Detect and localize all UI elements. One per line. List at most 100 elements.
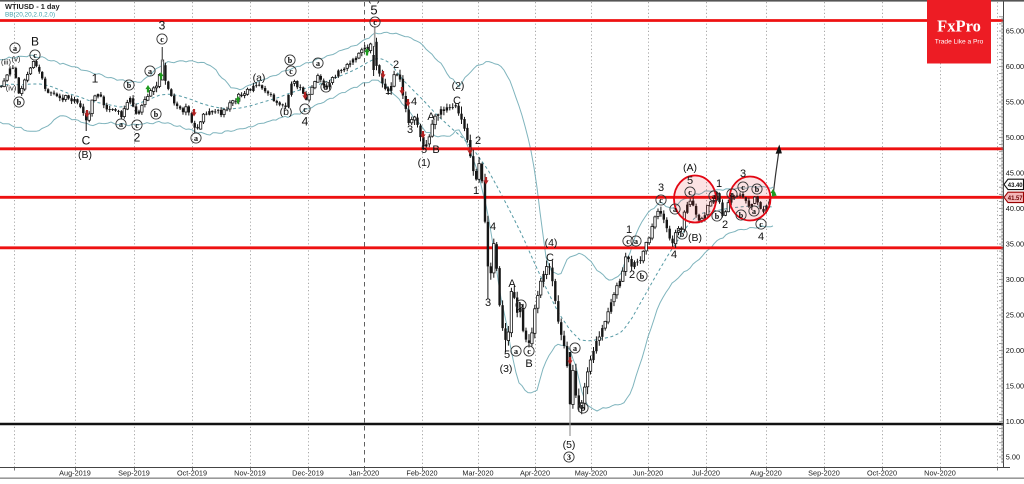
svg-text:(5): (5): [563, 439, 576, 451]
svg-text:2: 2: [134, 130, 141, 144]
svg-text:4: 4: [671, 249, 677, 261]
svg-text:(4): (4): [545, 237, 558, 249]
svg-text:(a): (a): [253, 72, 266, 84]
svg-text:3: 3: [740, 168, 746, 180]
svg-text:c: c: [289, 67, 293, 76]
svg-text:b: b: [680, 230, 685, 239]
svg-text:Oct-2019: Oct-2019: [177, 469, 207, 478]
svg-text:43.40: 43.40: [1008, 182, 1023, 189]
svg-text:4: 4: [411, 96, 417, 108]
svg-text:a: a: [673, 205, 677, 214]
svg-text:c: c: [373, 18, 377, 27]
svg-text:Trade Like a Pro: Trade Like a Pro: [935, 39, 984, 46]
svg-text:a: a: [752, 207, 756, 216]
svg-text:15.00: 15.00: [1006, 382, 1024, 391]
svg-text:(5): (5): [368, 0, 381, 4]
svg-text:20.00: 20.00: [1006, 346, 1024, 355]
svg-text:(B): (B): [78, 149, 92, 161]
svg-text:c: c: [626, 237, 630, 246]
svg-text:a: a: [514, 347, 518, 356]
svg-text:b: b: [154, 110, 159, 119]
svg-text:Mar-2020: Mar-2020: [462, 469, 493, 478]
svg-text:1: 1: [626, 224, 632, 236]
svg-text:30.00: 30.00: [1006, 275, 1024, 284]
svg-text:1: 1: [473, 185, 479, 197]
svg-text:1: 1: [716, 178, 722, 190]
svg-text:c: c: [303, 105, 307, 114]
svg-text:(b): (b): [280, 106, 293, 118]
svg-text:(B): (B): [688, 232, 702, 244]
svg-text:Jun-2020: Jun-2020: [633, 469, 663, 478]
svg-text:c: c: [527, 347, 531, 356]
svg-text:5: 5: [504, 349, 510, 361]
svg-text:3: 3: [407, 124, 413, 136]
svg-text:3: 3: [567, 453, 571, 462]
svg-text:b: b: [288, 56, 293, 65]
svg-text:55.00: 55.00: [1006, 98, 1024, 107]
svg-text:(iv): (iv): [6, 84, 17, 93]
svg-text:Sep-2020: Sep-2020: [808, 469, 840, 478]
svg-text:a: a: [634, 237, 638, 246]
svg-text:B: B: [432, 144, 439, 156]
svg-text:Feb-2020: Feb-2020: [406, 469, 437, 478]
svg-text:1: 1: [385, 85, 391, 97]
svg-text:B: B: [525, 358, 532, 370]
svg-text:65.00: 65.00: [1006, 27, 1024, 36]
svg-text:a: a: [194, 134, 198, 143]
svg-text:Nov-2019: Nov-2019: [234, 469, 266, 478]
svg-text:(iii): (iii): [1, 58, 11, 67]
svg-text:5: 5: [421, 144, 427, 156]
svg-text:2: 2: [475, 135, 481, 147]
svg-text:(2): (2): [452, 80, 465, 92]
svg-text:2: 2: [393, 59, 399, 71]
svg-text:b: b: [739, 211, 744, 220]
svg-text:c: c: [135, 121, 139, 130]
svg-text:Aug-2020: Aug-2020: [750, 469, 782, 478]
svg-text:b: b: [755, 185, 760, 194]
svg-text:c: c: [659, 196, 663, 205]
svg-text:C: C: [453, 95, 461, 107]
svg-text:2: 2: [722, 219, 728, 231]
svg-text:3: 3: [159, 18, 166, 32]
svg-text:Aug-2019: Aug-2019: [59, 469, 91, 478]
svg-text:a: a: [119, 120, 123, 129]
svg-text:b: b: [127, 81, 132, 90]
svg-text:C: C: [82, 133, 91, 147]
svg-text:50.00: 50.00: [1006, 133, 1024, 142]
svg-text:5: 5: [370, 3, 377, 18]
svg-text:May-2020: May-2020: [575, 469, 607, 478]
svg-text:10.00: 10.00: [1006, 417, 1024, 426]
svg-text:5.00: 5.00: [1006, 453, 1020, 462]
svg-text:2: 2: [629, 269, 635, 281]
svg-text:A: A: [427, 111, 435, 123]
svg-text:c: c: [688, 188, 692, 197]
svg-text:41.57: 41.57: [1008, 195, 1023, 202]
svg-text:5: 5: [687, 175, 693, 187]
svg-text:FxPro: FxPro: [937, 17, 981, 36]
svg-text:4: 4: [758, 231, 764, 243]
svg-text:1: 1: [92, 71, 99, 85]
svg-text:b: b: [581, 404, 586, 413]
svg-text:25.00: 25.00: [1006, 311, 1024, 320]
svg-text:c: c: [741, 183, 745, 192]
svg-text:a: a: [730, 190, 734, 199]
svg-text:40.00: 40.00: [1006, 204, 1024, 213]
svg-text:WTIUSD - 1 day: WTIUSD - 1 day: [5, 2, 61, 11]
svg-text:Jan-2020: Jan-2020: [349, 469, 379, 478]
svg-text:Oct-2020: Oct-2020: [867, 469, 897, 478]
svg-text:Dec-2019: Dec-2019: [292, 469, 324, 478]
svg-text:45.00: 45.00: [1006, 169, 1024, 178]
svg-text:Nov-2020: Nov-2020: [924, 469, 956, 478]
svg-text:b: b: [640, 272, 645, 281]
svg-text:a: a: [13, 44, 17, 53]
svg-text:a: a: [316, 59, 320, 68]
svg-text:4: 4: [302, 114, 309, 128]
svg-text:a: a: [148, 67, 152, 76]
svg-text:c: c: [160, 35, 164, 44]
svg-text:4: 4: [490, 221, 496, 233]
svg-text:c: c: [759, 220, 763, 229]
svg-text:(1): (1): [418, 157, 431, 169]
svg-text:a: a: [573, 344, 577, 353]
svg-text:a: a: [712, 192, 716, 201]
svg-text:35.00: 35.00: [1006, 240, 1024, 249]
